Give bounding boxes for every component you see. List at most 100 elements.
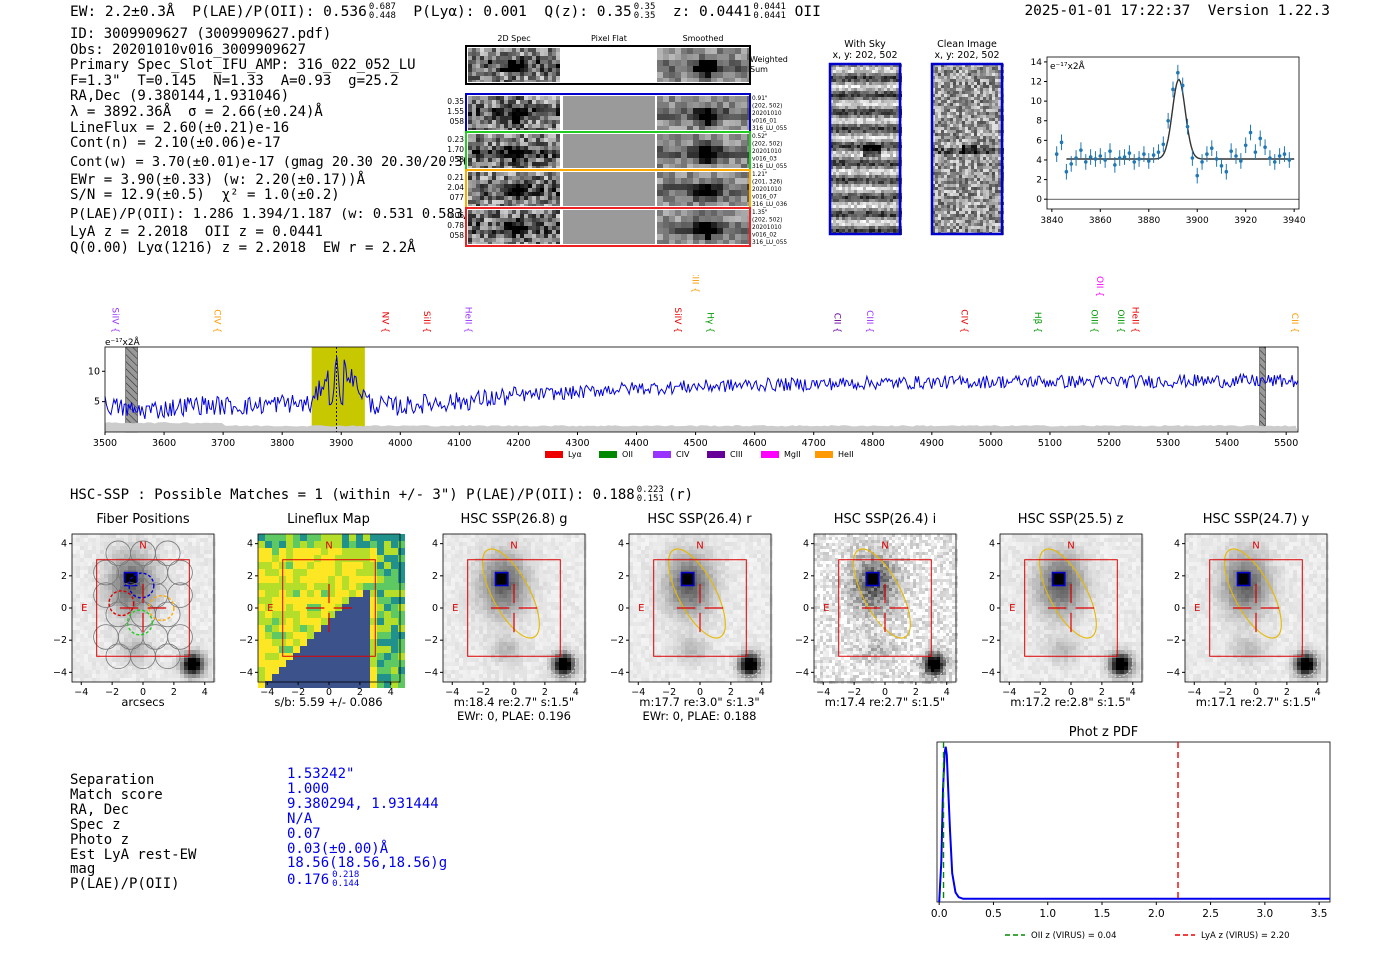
pixel <box>890 100 893 103</box>
pixel <box>524 188 528 192</box>
pixel <box>884 148 887 151</box>
pixel <box>857 199 860 202</box>
pixel <box>986 67 989 70</box>
pixel <box>548 100 552 104</box>
pixel <box>839 148 842 151</box>
pixel <box>516 192 520 196</box>
pixel <box>962 94 965 97</box>
sky-panel-coords: x, y: 202, 502 <box>934 50 999 61</box>
pixel <box>92 546 96 550</box>
pixel <box>890 151 893 154</box>
pixel <box>998 202 1001 205</box>
pixel <box>974 133 977 136</box>
pixel <box>839 118 842 121</box>
pixel <box>983 85 986 88</box>
pixel <box>488 52 492 56</box>
pixel <box>980 130 983 133</box>
pixel <box>887 178 890 181</box>
pixel <box>184 554 188 558</box>
pixel <box>833 205 836 208</box>
pixel <box>468 100 472 104</box>
pixel <box>176 534 180 538</box>
pixel <box>974 172 977 175</box>
pixel <box>528 150 532 154</box>
fit-data-point <box>1151 153 1156 157</box>
pixel <box>747 234 749 240</box>
pixel <box>854 127 857 130</box>
pixel <box>552 134 556 138</box>
pixel <box>968 127 971 130</box>
pixel <box>717 146 723 152</box>
pixel <box>480 124 484 128</box>
pixel <box>932 199 935 202</box>
pixel <box>989 109 992 112</box>
pixel <box>869 211 872 214</box>
pixel <box>705 60 711 66</box>
pixel <box>842 133 845 136</box>
pixel <box>965 217 968 220</box>
pixel <box>959 163 962 166</box>
pixel <box>953 112 956 115</box>
pixel <box>956 121 959 124</box>
pixel <box>947 151 950 154</box>
pixel <box>476 226 480 230</box>
emission-line-label: CIII { <box>864 310 874 333</box>
pixel <box>986 70 989 73</box>
pixel <box>484 80 488 82</box>
pixel <box>938 226 941 229</box>
pixel <box>524 222 528 226</box>
pixel <box>845 136 848 139</box>
pixel <box>512 222 516 226</box>
pixel <box>848 67 851 70</box>
pixel <box>484 146 488 150</box>
pixel <box>989 208 992 211</box>
pixel <box>842 178 845 181</box>
pixel <box>681 152 687 158</box>
pixel <box>663 196 669 202</box>
pixel <box>872 145 875 148</box>
pixel <box>995 166 998 169</box>
pixel <box>839 163 842 166</box>
pixel <box>192 546 196 550</box>
pixel <box>959 211 962 214</box>
pixel <box>938 115 941 118</box>
pixel <box>496 134 500 138</box>
pixel <box>176 554 180 558</box>
pixel <box>552 48 556 52</box>
pixel <box>932 67 935 70</box>
pixel <box>977 229 980 232</box>
pixel <box>995 139 998 142</box>
pixel <box>863 205 866 208</box>
pixel <box>854 67 857 70</box>
pixel <box>180 534 184 538</box>
pixel <box>84 542 88 546</box>
pixel <box>845 100 848 103</box>
pixel <box>532 112 536 116</box>
pixel <box>184 574 188 578</box>
pixel <box>995 94 998 97</box>
pixel <box>508 128 512 130</box>
pixel <box>112 570 116 574</box>
pixel <box>971 118 974 121</box>
pixel <box>983 175 986 178</box>
pixel <box>956 223 959 226</box>
pixel <box>524 72 528 76</box>
pixel <box>723 158 729 164</box>
pixel <box>863 208 866 211</box>
pixel <box>842 160 845 163</box>
pixel <box>962 73 965 76</box>
pixel <box>941 211 944 214</box>
pixel <box>938 100 941 103</box>
pixel <box>872 220 875 223</box>
pixel <box>184 534 188 538</box>
pixel <box>848 88 851 91</box>
pixel <box>992 91 995 94</box>
pixel <box>484 48 488 52</box>
pixel <box>965 124 968 127</box>
pixel <box>854 73 857 76</box>
pixel <box>480 146 484 150</box>
pixel <box>833 85 836 88</box>
pixel <box>842 217 845 220</box>
pixel <box>845 94 848 97</box>
pixel <box>860 76 863 79</box>
